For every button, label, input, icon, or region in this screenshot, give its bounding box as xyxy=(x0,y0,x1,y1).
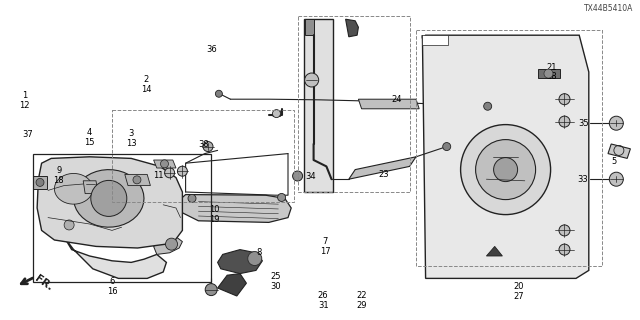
Text: 5: 5 xyxy=(612,157,617,166)
Circle shape xyxy=(248,252,262,266)
Polygon shape xyxy=(422,35,448,45)
Text: 35: 35 xyxy=(579,119,589,128)
Text: 37: 37 xyxy=(22,130,33,139)
Polygon shape xyxy=(154,237,182,254)
Circle shape xyxy=(36,179,44,186)
Circle shape xyxy=(133,176,141,184)
Circle shape xyxy=(292,171,303,181)
Circle shape xyxy=(64,220,74,230)
Circle shape xyxy=(177,166,188,176)
Circle shape xyxy=(443,143,451,151)
Bar xyxy=(33,154,211,282)
Text: 20
27: 20 27 xyxy=(513,282,524,300)
Circle shape xyxy=(166,238,177,250)
Polygon shape xyxy=(125,174,150,186)
Circle shape xyxy=(544,69,553,78)
Circle shape xyxy=(559,225,570,236)
Circle shape xyxy=(493,158,518,182)
Polygon shape xyxy=(33,176,47,189)
Text: 23: 23 xyxy=(379,170,389,179)
Circle shape xyxy=(216,90,222,97)
Polygon shape xyxy=(346,19,358,37)
Text: 25
30: 25 30 xyxy=(270,272,280,291)
Circle shape xyxy=(476,140,536,200)
Text: 33: 33 xyxy=(577,175,588,184)
Polygon shape xyxy=(64,237,166,278)
Circle shape xyxy=(164,168,175,178)
Circle shape xyxy=(188,195,196,203)
Polygon shape xyxy=(74,170,144,227)
Text: 8: 8 xyxy=(257,248,262,257)
Text: 22
29: 22 29 xyxy=(356,292,367,310)
Circle shape xyxy=(559,116,570,127)
Text: TX44B5410A: TX44B5410A xyxy=(584,4,634,13)
Text: 36: 36 xyxy=(206,45,216,54)
Circle shape xyxy=(278,193,285,202)
Text: 1
12: 1 12 xyxy=(19,92,29,110)
Circle shape xyxy=(273,109,280,118)
Polygon shape xyxy=(54,173,93,204)
Circle shape xyxy=(91,180,127,216)
Polygon shape xyxy=(51,163,90,176)
Circle shape xyxy=(609,116,623,130)
Text: 34: 34 xyxy=(305,172,316,181)
Text: 7
17: 7 17 xyxy=(320,237,330,256)
Polygon shape xyxy=(349,157,416,179)
Polygon shape xyxy=(538,69,560,78)
Polygon shape xyxy=(37,157,182,248)
Circle shape xyxy=(484,102,492,110)
Text: 11: 11 xyxy=(154,171,164,180)
Circle shape xyxy=(203,141,213,152)
Circle shape xyxy=(461,124,550,215)
Circle shape xyxy=(559,244,570,255)
Text: 3
13: 3 13 xyxy=(126,129,136,148)
Bar xyxy=(112,110,294,202)
Text: 32: 32 xyxy=(271,110,282,119)
Bar xyxy=(298,16,410,192)
Polygon shape xyxy=(218,250,262,274)
Polygon shape xyxy=(176,195,291,222)
Circle shape xyxy=(559,94,570,105)
Polygon shape xyxy=(304,19,333,192)
Polygon shape xyxy=(54,218,74,237)
Polygon shape xyxy=(486,246,502,256)
Text: 2
14: 2 14 xyxy=(141,76,151,94)
Circle shape xyxy=(161,160,168,168)
Polygon shape xyxy=(422,35,589,278)
Text: 6
16: 6 16 xyxy=(107,277,117,296)
Polygon shape xyxy=(83,181,98,194)
Polygon shape xyxy=(305,19,314,35)
Text: 10
19: 10 19 xyxy=(209,205,220,224)
Polygon shape xyxy=(154,160,176,168)
Polygon shape xyxy=(608,144,630,158)
Polygon shape xyxy=(358,99,419,109)
Text: 26
31: 26 31 xyxy=(318,292,328,310)
Text: 9
18: 9 18 xyxy=(54,166,64,185)
Bar xyxy=(416,30,602,266)
Text: 24: 24 xyxy=(392,95,402,104)
Text: FR.: FR. xyxy=(33,274,55,293)
Text: 38: 38 xyxy=(198,140,209,148)
Text: 4
15: 4 15 xyxy=(84,128,95,147)
Circle shape xyxy=(609,172,623,186)
Circle shape xyxy=(205,284,217,296)
Polygon shape xyxy=(218,274,246,296)
Text: 21
28: 21 28 xyxy=(547,63,557,81)
Circle shape xyxy=(305,73,319,87)
